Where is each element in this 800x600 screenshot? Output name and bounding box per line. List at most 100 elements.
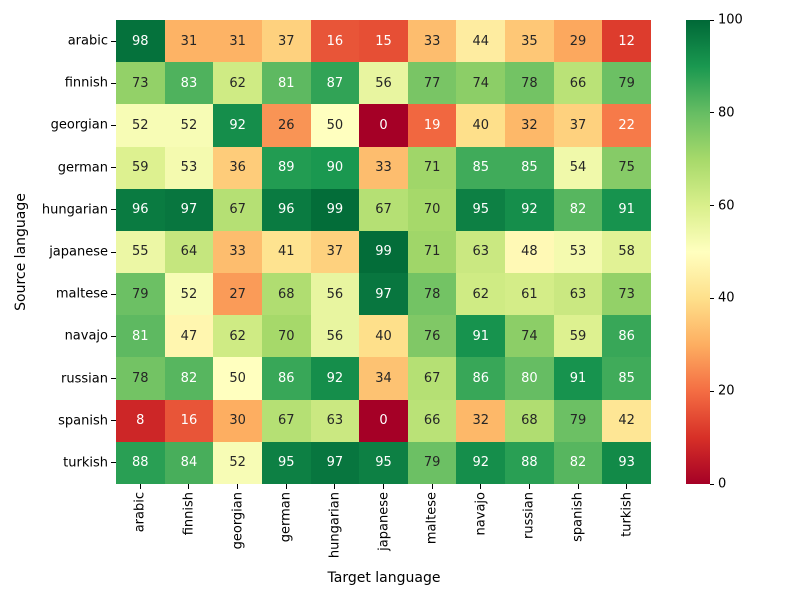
y-tick-mark — [111, 167, 116, 169]
heatmap-cell: 90 — [310, 146, 360, 189]
x-tick-mark — [237, 484, 239, 489]
y-tick-label: russian — [61, 371, 108, 387]
heatmap-cell: 83 — [164, 62, 214, 105]
y-tick-mark — [111, 209, 116, 211]
heatmap-cell: 52 — [164, 104, 214, 147]
heatmap-cell: 92 — [505, 188, 554, 231]
heatmap-cell: 74 — [456, 62, 506, 105]
heatmap-cell: 44 — [456, 20, 506, 63]
x-tick-mark — [188, 484, 190, 489]
heatmap-cell: 84 — [164, 441, 214, 484]
y-tick-label: georgian — [50, 117, 108, 133]
heatmap-cell: 88 — [116, 441, 165, 484]
heatmap-cell: 71 — [407, 146, 457, 189]
heatmap-cell: 97 — [310, 441, 360, 484]
heatmap-cell: 52 — [164, 273, 214, 316]
x-tick-label: spanish — [570, 492, 586, 542]
heatmap-cell: 62 — [213, 62, 262, 105]
heatmap-cell: 71 — [407, 230, 457, 274]
heatmap-cell: 41 — [261, 230, 311, 274]
heatmap-cell: 99 — [310, 188, 360, 231]
heatmap-cell: 86 — [602, 315, 651, 358]
heatmap-cell: 87 — [310, 62, 360, 105]
heatmap-cell: 92 — [310, 357, 360, 400]
x-axis-title: Target language — [327, 570, 441, 586]
heatmap-cell: 75 — [602, 146, 651, 189]
heatmap-cell: 70 — [261, 315, 311, 358]
heatmap-cell: 63 — [553, 273, 603, 316]
heatmap-cell: 37 — [310, 230, 360, 274]
heatmap-cell: 16 — [164, 399, 214, 442]
heatmap-cell: 30 — [213, 399, 262, 442]
heatmap-cell: 62 — [213, 315, 262, 358]
heatmap-cell: 33 — [213, 230, 262, 274]
heatmap-cell: 37 — [553, 104, 603, 147]
y-tick-label: maltese — [55, 286, 108, 302]
heatmap-cell: 32 — [505, 104, 554, 147]
heatmap-cell: 85 — [505, 146, 554, 189]
x-tick-label: german — [278, 492, 294, 543]
y-axis-title: Source language — [13, 193, 29, 311]
heatmap-cell: 0 — [359, 399, 408, 442]
heatmap-cell: 86 — [456, 357, 506, 400]
heatmap-cell: 64 — [164, 230, 214, 274]
heatmap-cell: 81 — [116, 315, 165, 358]
heatmap-cell: 66 — [407, 399, 457, 442]
x-tick-mark — [480, 484, 482, 489]
heatmap-cell: 27 — [213, 273, 262, 316]
y-tick-label: arabic — [67, 33, 108, 49]
heatmap-cell: 59 — [553, 315, 603, 358]
heatmap-cell: 82 — [164, 357, 214, 400]
heatmap-cell: 40 — [456, 104, 506, 147]
heatmap-cell: 55 — [116, 230, 165, 274]
x-tick-label: turkish — [619, 492, 635, 537]
heatmap-cell: 8 — [116, 399, 165, 442]
colorbar-tick-label: 20 — [718, 383, 735, 399]
y-tick-mark — [111, 378, 116, 380]
x-tick-mark — [383, 484, 384, 489]
heatmap-cell: 95 — [261, 441, 311, 484]
x-tick-mark — [528, 484, 530, 489]
colorbar-tick-mark — [710, 19, 714, 21]
heatmap-cell: 53 — [164, 146, 214, 189]
heatmap-cell: 59 — [116, 146, 165, 189]
heatmap-cell: 99 — [359, 230, 408, 274]
heatmap-cell: 74 — [505, 315, 554, 358]
heatmap-plot-area: 98 31 31 37 16 15 33 44 35 29 12 73 83 62 81 87 56 77 74 78… — [116, 20, 651, 484]
heatmap-cell: 97 — [164, 188, 214, 231]
heatmap-cell: 66 — [553, 62, 603, 105]
heatmap-cell: 29 — [553, 20, 603, 63]
x-tick-label: navajo — [473, 492, 489, 536]
heatmap-cell: 82 — [553, 441, 603, 484]
colorbar-tick-mark — [710, 205, 714, 207]
heatmap-cell: 32 — [456, 399, 506, 442]
heatmap-cell: 31 — [164, 20, 214, 63]
heatmap-cell: 61 — [505, 273, 554, 316]
heatmap-cell: 80 — [505, 357, 554, 400]
heatmap-cell: 92 — [213, 104, 262, 147]
y-tick-label: finnish — [64, 75, 108, 91]
y-tick-label: navajo — [64, 328, 108, 344]
heatmap-cell: 67 — [261, 399, 311, 442]
x-tick-mark — [139, 484, 141, 489]
heatmap-cell: 53 — [553, 230, 603, 274]
y-tick-mark — [111, 251, 116, 253]
heatmap-cell: 67 — [359, 188, 408, 231]
colorbar-tick-mark — [710, 112, 714, 114]
heatmap-cell: 67 — [407, 357, 457, 400]
heatmap-cell: 34 — [359, 357, 408, 400]
heatmap-cell: 48 — [505, 230, 554, 274]
heatmap-cell: 78 — [407, 273, 457, 316]
heatmap-cell: 82 — [553, 188, 603, 231]
heatmap-cell: 50 — [310, 104, 360, 147]
heatmap-cell: 70 — [407, 188, 457, 231]
heatmap-cell: 52 — [116, 104, 165, 147]
y-tick-label: german — [57, 160, 108, 176]
heatmap-cell: 40 — [359, 315, 408, 358]
x-tick-label: hungarian — [327, 492, 343, 559]
y-tick-mark — [111, 124, 116, 126]
x-tick-mark — [626, 484, 628, 489]
x-tick-label: georgian — [230, 492, 246, 550]
colorbar-tick-mark — [710, 483, 714, 485]
